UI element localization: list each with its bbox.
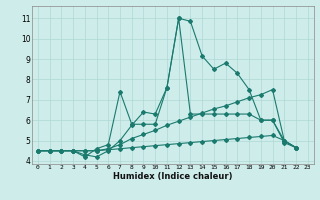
- X-axis label: Humidex (Indice chaleur): Humidex (Indice chaleur): [113, 172, 233, 181]
